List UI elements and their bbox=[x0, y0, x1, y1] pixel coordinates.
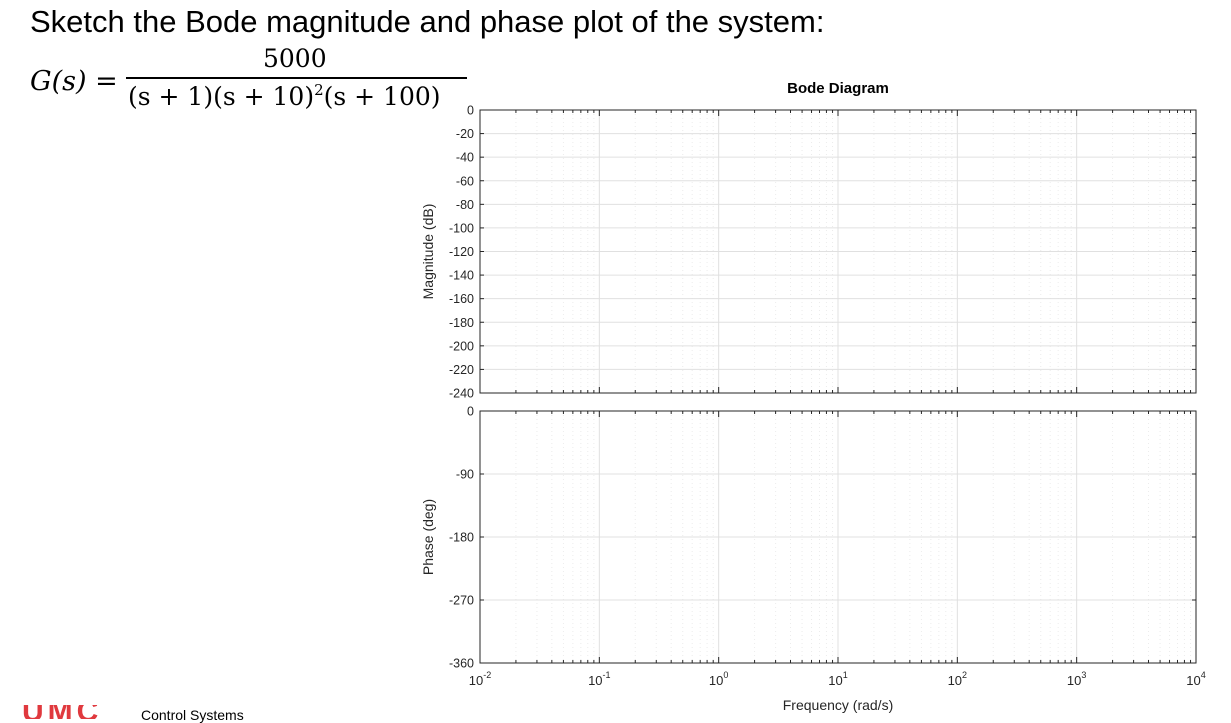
formula-lhs: G(s) = bbox=[30, 66, 118, 97]
magnitude-axes-box bbox=[479, 109, 1197, 394]
magnitude-y-axis-label: Magnitude (dB) bbox=[420, 204, 436, 300]
x-tick-label: 102 bbox=[948, 670, 967, 688]
fraction-bar bbox=[126, 77, 467, 79]
transfer-function: G(s) = 5000 (s + 1)(s + 10)2(s + 100) bbox=[30, 44, 490, 114]
course-label: Control Systems bbox=[141, 707, 244, 723]
magnitude-y-tick-label: -20 bbox=[456, 127, 474, 141]
chart-title: Bode Diagram bbox=[787, 80, 889, 97]
x-tick-label: 10-2 bbox=[469, 670, 491, 688]
denominator-exponent: 2 bbox=[314, 81, 324, 99]
denominator-base: (s + 1)(s + 10) bbox=[128, 82, 315, 111]
x-tick-label: 10-1 bbox=[588, 670, 610, 688]
phase-y-tick-label: -180 bbox=[449, 531, 474, 545]
formula-denominator: (s + 1)(s + 10)2(s + 100) bbox=[128, 81, 441, 111]
phase-y-tick-label: -90 bbox=[456, 468, 474, 482]
x-tick-label: 104 bbox=[1186, 670, 1205, 688]
phase-y-axis-label: Phase (deg) bbox=[420, 499, 436, 575]
formula-numerator: 5000 bbox=[263, 44, 327, 73]
magnitude-y-tick-label: -220 bbox=[449, 363, 474, 377]
magnitude-y-tick-label: -120 bbox=[449, 245, 474, 259]
magnitude-y-tick-label: -80 bbox=[456, 198, 474, 212]
magnitude-y-tick-label: -240 bbox=[449, 387, 474, 401]
magnitude-y-tick-label: -60 bbox=[456, 174, 474, 188]
magnitude-y-tick-label: -200 bbox=[449, 339, 474, 353]
x-tick-label: 101 bbox=[828, 670, 847, 688]
university-logo: UMC bbox=[22, 705, 102, 719]
magnitude-y-tick-label: -180 bbox=[449, 316, 474, 330]
magnitude-y-tick-label: -40 bbox=[456, 151, 474, 165]
magnitude-y-tick-label: -140 bbox=[449, 269, 474, 283]
x-tick-label: 100 bbox=[709, 670, 728, 688]
magnitude-y-tick-label: -100 bbox=[449, 221, 474, 235]
denominator-tail: (s + 100) bbox=[323, 82, 441, 111]
magnitude-y-tick-label: 0 bbox=[467, 104, 474, 118]
x-axis-label: Frequency (rad/s) bbox=[783, 697, 893, 713]
phase-y-tick-label: -270 bbox=[449, 594, 474, 608]
problem-prompt: Sketch the Bode magnitude and phase plot… bbox=[30, 4, 825, 39]
x-tick-label: 103 bbox=[1067, 670, 1086, 688]
magnitude-y-tick-label: -160 bbox=[449, 292, 474, 306]
phase-axes-box bbox=[479, 410, 1197, 664]
phase-y-tick-label: 0 bbox=[467, 405, 474, 419]
phase-y-tick-label: -360 bbox=[449, 657, 474, 671]
